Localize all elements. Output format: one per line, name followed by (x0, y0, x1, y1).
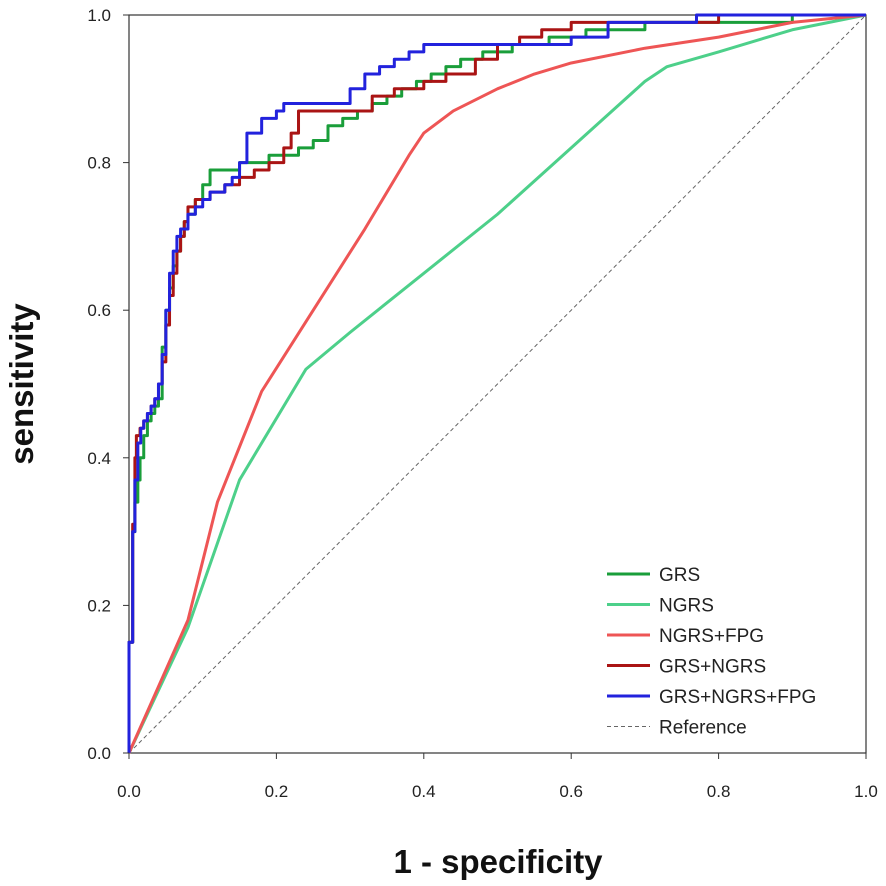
x-axis-title: 1 - specificity (393, 843, 603, 880)
x-tick-label: 0.6 (559, 782, 583, 801)
series-line-ngrs (127, 13, 867, 754)
y-tick-label: 0.0 (87, 744, 111, 763)
legend-label: NGRS (659, 596, 714, 617)
x-tick-label: 0.0 (117, 782, 141, 801)
x-axis-ticks: 0.0 0.2 0.4 0.6 0.8 1.0 (117, 753, 878, 801)
legend-label: GRS+NGRS (659, 657, 766, 678)
y-axis-title: sensitivity (3, 303, 40, 465)
legend-label: GRS+NGRS+FPG (659, 687, 816, 708)
plot-frame (128, 14, 867, 754)
y-tick-label: 0.6 (87, 301, 111, 320)
legend-label: NGRS+FPG (659, 626, 764, 647)
series-line-ngrs-fpg (127, 13, 867, 754)
legend-label: Reference (659, 718, 747, 739)
y-axis-ticks: 0.0 0.2 0.4 0.6 0.8 1.0 (87, 6, 129, 763)
legend-label: GRS (659, 565, 700, 586)
y-tick-label: 0.4 (87, 449, 111, 468)
y-tick-label: 1.0 (87, 6, 111, 25)
x-tick-label: 0.4 (412, 782, 436, 801)
x-tick-label: 0.8 (707, 782, 731, 801)
y-tick-label: 0.8 (87, 154, 111, 173)
legend: GRS NGRS NGRS+FPG GRS+NGRS GRS+NGRS+FPG Refer… (607, 565, 816, 739)
x-tick-label: 0.2 (265, 782, 289, 801)
series-layer (127, 13, 867, 754)
series-line-reference (128, 14, 867, 754)
y-tick-label: 0.2 (87, 596, 111, 615)
series-line-grs-ngrs-fpg (127, 13, 866, 753)
x-tick-label: 1.0 (854, 782, 878, 801)
